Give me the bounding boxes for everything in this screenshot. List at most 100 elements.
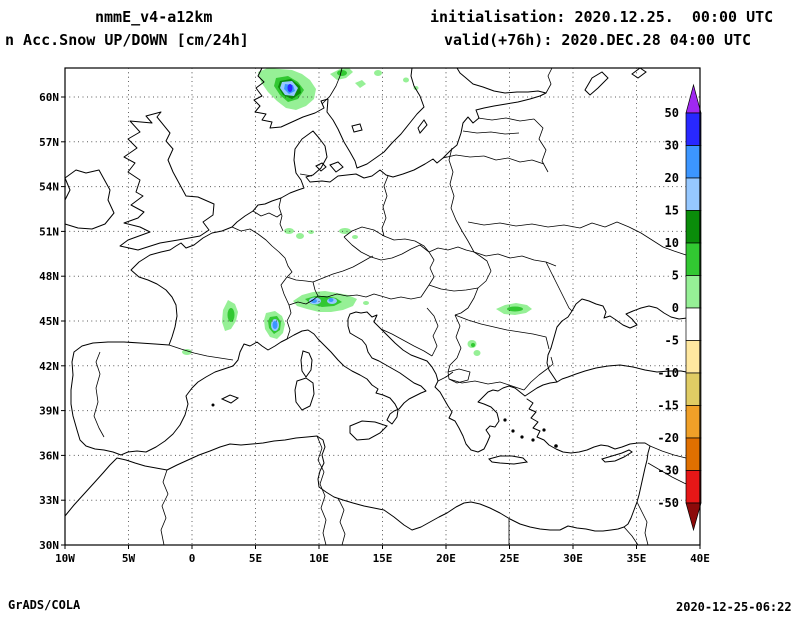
country-border bbox=[429, 252, 434, 285]
coast-north-africa bbox=[65, 436, 595, 531]
country-border bbox=[455, 315, 461, 358]
island-mallorca bbox=[222, 395, 238, 403]
country-border bbox=[449, 379, 524, 390]
country-border bbox=[524, 357, 553, 390]
colorbar-label: -50 bbox=[657, 496, 679, 510]
colorbar-label: 0 bbox=[672, 301, 679, 315]
snow-patch bbox=[374, 70, 382, 76]
colorbar-label: -10 bbox=[657, 366, 679, 380]
country-border bbox=[287, 305, 291, 339]
colorbar-label: -5 bbox=[665, 334, 679, 348]
island-gotland bbox=[418, 120, 427, 133]
colorbar-label: -20 bbox=[657, 431, 679, 445]
country-border bbox=[232, 227, 292, 277]
colorbar-segment bbox=[686, 406, 701, 439]
snow-patch bbox=[337, 70, 347, 76]
island-sardinia bbox=[295, 378, 314, 410]
snow-patch bbox=[474, 350, 481, 356]
lat-label: 51N bbox=[39, 225, 59, 238]
coast-great-britain bbox=[120, 112, 214, 250]
lat-label: 39N bbox=[39, 405, 59, 418]
snow-patch bbox=[352, 235, 358, 239]
snow-patch bbox=[355, 80, 366, 88]
country-border bbox=[474, 252, 491, 288]
creation-timestamp: 2020-12-25-06:22 bbox=[676, 600, 792, 614]
coast-balkans-aegean-marmara bbox=[367, 312, 700, 452]
country-border bbox=[253, 211, 281, 217]
lon-label: 25E bbox=[500, 552, 520, 565]
snow-southwest-alps bbox=[264, 311, 285, 339]
country-border bbox=[484, 156, 544, 164]
coast-iberia-and-french-med bbox=[71, 339, 287, 455]
colorbar-label: 15 bbox=[665, 204, 679, 218]
colorbar-top-arrow bbox=[686, 85, 701, 113]
lat-label: 36N bbox=[39, 449, 59, 462]
lake-ladoga bbox=[585, 72, 608, 95]
lon-axis-labels: 10W5W05E10E15E20E25E30E35E40E bbox=[55, 545, 710, 565]
island-dot bbox=[542, 428, 545, 431]
colorbar-label: 50 bbox=[665, 106, 679, 120]
coast-ireland bbox=[65, 170, 114, 229]
snow-patch bbox=[363, 301, 369, 305]
snow-patch bbox=[228, 308, 235, 322]
colorbar-label: 30 bbox=[665, 139, 679, 153]
colorbar-segment bbox=[686, 113, 701, 146]
snow-patch bbox=[308, 230, 314, 234]
country-border bbox=[429, 247, 474, 252]
colorbar-segment bbox=[686, 211, 701, 244]
grads-weather-map-page: nmmE_v4-a12km n Acc.Snow UP/DOWN [cm/24h… bbox=[0, 0, 800, 618]
snow-patch bbox=[288, 84, 293, 92]
snow-patch bbox=[329, 298, 334, 302]
country-border bbox=[381, 285, 429, 299]
snow-shading bbox=[182, 68, 532, 356]
snow-massif-central bbox=[222, 300, 238, 331]
colorbar-segment bbox=[686, 471, 701, 504]
snow-patch bbox=[296, 233, 304, 239]
lat-label: 30N bbox=[39, 539, 59, 552]
lon-label: 5W bbox=[122, 552, 136, 565]
lat-label: 48N bbox=[39, 270, 59, 283]
country-border bbox=[474, 252, 556, 266]
island-zealand bbox=[330, 162, 343, 172]
island-sicily bbox=[350, 421, 387, 440]
snow-alps bbox=[293, 291, 369, 312]
colorbar-segment bbox=[686, 178, 701, 211]
country-border bbox=[161, 470, 168, 545]
country-border bbox=[546, 68, 552, 93]
lake-onega bbox=[632, 68, 646, 78]
country-border bbox=[448, 369, 470, 383]
island-cyprus bbox=[602, 450, 632, 462]
lon-label: 40E bbox=[690, 552, 710, 565]
country-border bbox=[94, 352, 104, 437]
lat-label: 60N bbox=[39, 91, 59, 104]
lon-label: 5E bbox=[249, 552, 262, 565]
colorbar-segment bbox=[686, 276, 701, 309]
country-border bbox=[287, 277, 313, 282]
lon-label: 35E bbox=[627, 552, 647, 565]
colorbar-bottom-arrow bbox=[686, 503, 701, 530]
country-border bbox=[534, 119, 548, 172]
lat-label: 54N bbox=[39, 181, 59, 194]
colorbar-label: 5 bbox=[672, 269, 679, 283]
lat-axis-labels: 60N57N54N51N48N45N42N39N36N33N30N bbox=[39, 91, 65, 552]
country-border bbox=[637, 502, 648, 545]
country-border bbox=[338, 498, 345, 545]
colorbar-segment bbox=[686, 373, 701, 406]
country-border bbox=[455, 288, 478, 315]
lon-label: 20E bbox=[436, 552, 456, 565]
colorbar-segment bbox=[686, 243, 701, 276]
country-border bbox=[546, 262, 572, 311]
lat-label: 57N bbox=[39, 136, 59, 149]
island-dot bbox=[511, 429, 514, 432]
snow-patch bbox=[403, 78, 409, 83]
country-border bbox=[281, 277, 289, 305]
lon-label: 30E bbox=[563, 552, 583, 565]
country-border bbox=[313, 256, 373, 282]
colorbar-segment bbox=[686, 341, 701, 374]
island-dot bbox=[520, 435, 523, 438]
coast-turkey-levant bbox=[527, 399, 650, 531]
snow-patch bbox=[273, 321, 278, 329]
lat-label: 33N bbox=[39, 494, 59, 507]
snow-norway bbox=[258, 68, 419, 110]
island-dot bbox=[531, 438, 534, 441]
